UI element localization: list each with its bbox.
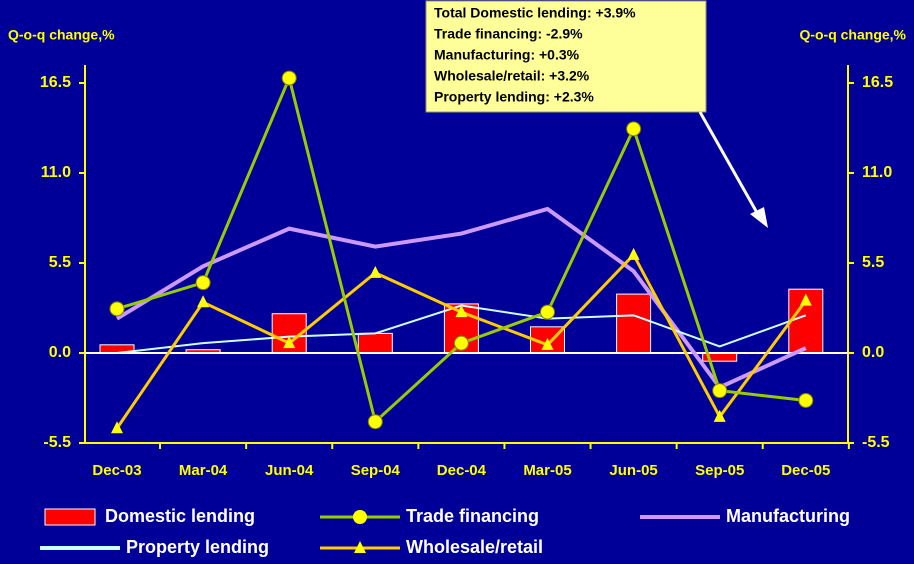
x-tick-label: Mar-05 [523, 462, 571, 479]
y2-tick-label: 11.0 [862, 164, 892, 181]
y2-axis-label: Q-o-q change,% [799, 27, 906, 43]
marker [195, 275, 211, 291]
y2-tick-label: 16.5 [862, 74, 893, 91]
legend-marker [353, 510, 367, 524]
marker [627, 247, 640, 260]
legend-label: Trade financing [406, 506, 539, 526]
y2-tick-label: 5.5 [862, 254, 884, 271]
marker [799, 293, 812, 306]
legend-label: Wholesale/retail [406, 537, 543, 557]
legend-swatch [44, 508, 96, 526]
annotation-box [425, 0, 707, 113]
marker [626, 121, 642, 137]
x-tick-label: Mar-04 [179, 462, 228, 479]
marker [367, 414, 383, 430]
annotation: Total Domestic lending: +3.9% [434, 5, 636, 21]
y-tick-label: 5.5 [49, 254, 71, 271]
y2-tick-label: -5.5 [862, 434, 890, 451]
y-tick-label: 11.0 [41, 164, 71, 181]
y2-tick-label: 0.0 [862, 344, 884, 361]
marker [111, 421, 123, 434]
y-tick-label: -5.5 [43, 434, 71, 451]
x-tick-label: Dec-03 [92, 462, 141, 479]
y-axis-label: Q-o-q change,% [8, 27, 115, 43]
x-tick-label: Jun-04 [265, 462, 314, 479]
marker [455, 305, 468, 318]
arrow-head [750, 207, 768, 228]
y-tick-label: 0.0 [49, 344, 71, 361]
x-tick-label: Sep-04 [351, 462, 401, 479]
bar [616, 293, 652, 354]
legend-label: Manufacturing [726, 506, 850, 526]
x-tick-label: Dec-05 [781, 462, 830, 479]
annotation-arrow [698, 111, 762, 219]
marker [109, 301, 125, 317]
marker [369, 265, 382, 278]
legend-marker [354, 541, 366, 553]
marker [197, 295, 210, 308]
y-tick-label: 16.5 [40, 74, 71, 91]
marker [713, 409, 726, 422]
annotation: Wholesale/retail: +3.2% [434, 68, 590, 84]
x-tick-label: Dec-04 [437, 462, 487, 479]
annotation: Trade financing: -2.9% [434, 26, 583, 42]
x-tick-label: Jun-05 [609, 462, 657, 479]
legend-label: Property lending [126, 537, 269, 557]
marker [798, 392, 814, 408]
marker [453, 335, 469, 351]
marker [283, 336, 296, 349]
legend-label: Domestic lending [105, 506, 255, 526]
marker [712, 383, 728, 399]
line [115, 206, 807, 390]
x-tick-label: Sep-05 [695, 462, 744, 479]
annotation: Property lending: +2.3% [434, 89, 594, 105]
annotation: Manufacturing: +0.3% [434, 47, 580, 63]
bar [357, 332, 393, 354]
marker [540, 304, 555, 320]
marker [541, 337, 554, 350]
marker [281, 70, 297, 86]
